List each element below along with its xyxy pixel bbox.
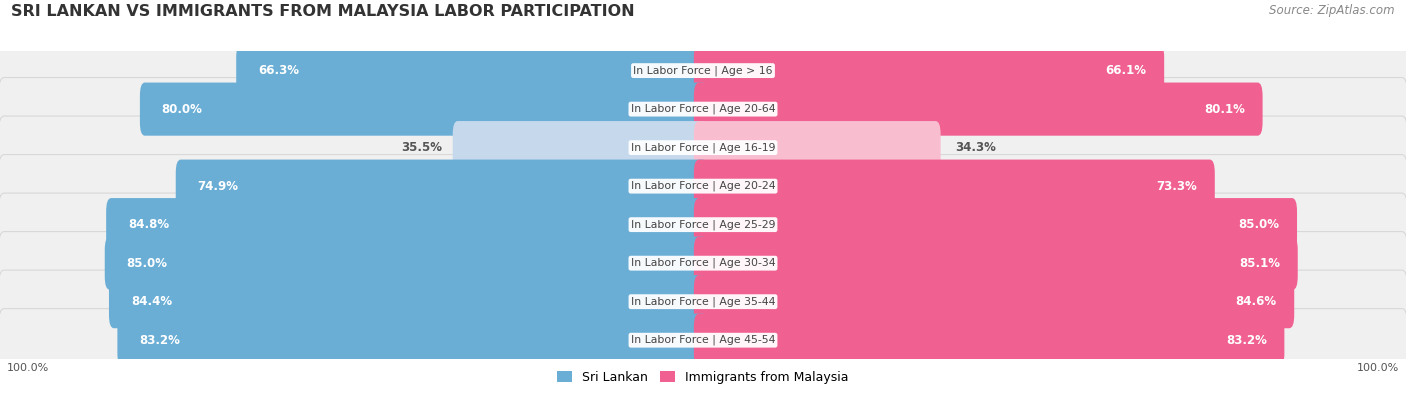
Text: 84.4%: 84.4% [131, 295, 172, 308]
Text: 34.3%: 34.3% [956, 141, 997, 154]
Text: In Labor Force | Age 16-19: In Labor Force | Age 16-19 [631, 142, 775, 153]
FancyBboxPatch shape [0, 231, 1406, 295]
Text: In Labor Force | Age 35-44: In Labor Force | Age 35-44 [631, 296, 775, 307]
Text: SRI LANKAN VS IMMIGRANTS FROM MALAYSIA LABOR PARTICIPATION: SRI LANKAN VS IMMIGRANTS FROM MALAYSIA L… [11, 4, 636, 19]
FancyBboxPatch shape [695, 237, 1298, 290]
Text: 66.1%: 66.1% [1105, 64, 1147, 77]
Text: 83.2%: 83.2% [139, 334, 180, 347]
Text: 85.1%: 85.1% [1239, 257, 1281, 270]
FancyBboxPatch shape [695, 44, 1164, 97]
FancyBboxPatch shape [695, 275, 1295, 328]
FancyBboxPatch shape [104, 237, 709, 290]
Text: In Labor Force | Age 45-54: In Labor Force | Age 45-54 [631, 335, 775, 346]
Text: In Labor Force | Age 25-29: In Labor Force | Age 25-29 [631, 219, 775, 230]
Text: 100.0%: 100.0% [1357, 363, 1399, 373]
Text: 73.3%: 73.3% [1157, 180, 1198, 193]
Text: 80.1%: 80.1% [1204, 103, 1246, 116]
Text: 80.0%: 80.0% [162, 103, 202, 116]
Text: 84.8%: 84.8% [128, 218, 169, 231]
FancyBboxPatch shape [0, 270, 1406, 333]
Text: 74.9%: 74.9% [197, 180, 239, 193]
FancyBboxPatch shape [0, 39, 1406, 102]
Text: 100.0%: 100.0% [7, 363, 49, 373]
Text: 35.5%: 35.5% [401, 141, 441, 154]
Text: 66.3%: 66.3% [259, 64, 299, 77]
FancyBboxPatch shape [0, 308, 1406, 372]
Text: 85.0%: 85.0% [127, 257, 167, 270]
FancyBboxPatch shape [695, 121, 941, 174]
Text: In Labor Force | Age 20-64: In Labor Force | Age 20-64 [631, 104, 775, 115]
FancyBboxPatch shape [176, 160, 709, 213]
Text: 84.6%: 84.6% [1236, 295, 1277, 308]
FancyBboxPatch shape [141, 83, 709, 136]
FancyBboxPatch shape [0, 154, 1406, 218]
FancyBboxPatch shape [695, 160, 1215, 213]
FancyBboxPatch shape [695, 198, 1298, 251]
Text: In Labor Force | Age 20-24: In Labor Force | Age 20-24 [631, 181, 775, 192]
FancyBboxPatch shape [108, 275, 709, 328]
FancyBboxPatch shape [107, 198, 709, 251]
FancyBboxPatch shape [0, 193, 1406, 256]
FancyBboxPatch shape [695, 314, 1285, 367]
FancyBboxPatch shape [453, 121, 707, 174]
FancyBboxPatch shape [236, 44, 709, 97]
FancyBboxPatch shape [0, 77, 1406, 141]
Text: In Labor Force | Age 30-34: In Labor Force | Age 30-34 [631, 258, 775, 269]
Text: Source: ZipAtlas.com: Source: ZipAtlas.com [1270, 4, 1395, 17]
FancyBboxPatch shape [118, 314, 709, 367]
FancyBboxPatch shape [0, 116, 1406, 179]
Text: 83.2%: 83.2% [1226, 334, 1267, 347]
Text: 85.0%: 85.0% [1239, 218, 1279, 231]
Text: In Labor Force | Age > 16: In Labor Force | Age > 16 [633, 65, 773, 76]
Legend: Sri Lankan, Immigrants from Malaysia: Sri Lankan, Immigrants from Malaysia [553, 366, 853, 389]
FancyBboxPatch shape [695, 83, 1263, 136]
